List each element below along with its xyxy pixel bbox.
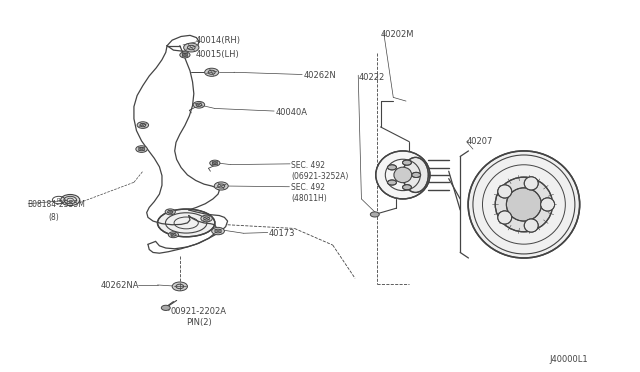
Text: SEC. 492: SEC. 492 [291, 161, 325, 170]
Ellipse shape [495, 177, 552, 232]
Text: 40222: 40222 [358, 73, 385, 81]
Ellipse shape [498, 185, 512, 198]
Text: (48011H): (48011H) [291, 195, 327, 203]
Text: 00921-2202A: 00921-2202A [170, 307, 227, 316]
Ellipse shape [394, 167, 412, 183]
Ellipse shape [376, 151, 430, 199]
Text: 40040A: 40040A [275, 108, 307, 117]
Circle shape [403, 160, 412, 165]
Text: (06921-3252A): (06921-3252A) [291, 172, 349, 181]
Circle shape [388, 165, 396, 170]
Circle shape [161, 305, 170, 310]
Circle shape [205, 68, 219, 76]
Circle shape [184, 43, 199, 52]
Circle shape [193, 102, 205, 108]
Text: (8): (8) [48, 213, 59, 222]
Text: B08184-2355M: B08184-2355M [27, 200, 84, 209]
Text: 40262NA: 40262NA [100, 281, 139, 290]
Ellipse shape [524, 177, 538, 190]
Circle shape [180, 52, 190, 58]
Ellipse shape [524, 219, 538, 232]
Ellipse shape [541, 198, 555, 211]
Circle shape [165, 209, 175, 215]
Circle shape [137, 122, 148, 128]
Circle shape [371, 212, 380, 217]
Text: PIN(2): PIN(2) [186, 318, 212, 327]
Text: 40173: 40173 [269, 230, 296, 238]
Circle shape [201, 215, 212, 222]
Circle shape [412, 172, 420, 177]
Circle shape [388, 180, 396, 185]
Ellipse shape [157, 209, 215, 237]
Circle shape [168, 232, 179, 238]
Text: 40262N: 40262N [304, 71, 337, 80]
Text: 40015(LH): 40015(LH) [196, 51, 239, 60]
Text: J40000L1: J40000L1 [549, 355, 588, 364]
Circle shape [61, 195, 80, 206]
Circle shape [214, 182, 228, 190]
Ellipse shape [468, 151, 580, 258]
Text: R: R [57, 198, 61, 202]
Circle shape [403, 185, 412, 190]
Text: 40207: 40207 [467, 137, 493, 146]
Text: SEC. 492: SEC. 492 [291, 183, 325, 192]
Circle shape [172, 282, 188, 291]
Circle shape [212, 227, 225, 235]
Circle shape [136, 146, 147, 153]
Ellipse shape [498, 211, 512, 224]
Circle shape [210, 160, 220, 166]
Ellipse shape [506, 188, 541, 221]
Text: 40202M: 40202M [381, 30, 414, 39]
Ellipse shape [403, 157, 428, 192]
Text: 40014(RH): 40014(RH) [196, 36, 241, 45]
